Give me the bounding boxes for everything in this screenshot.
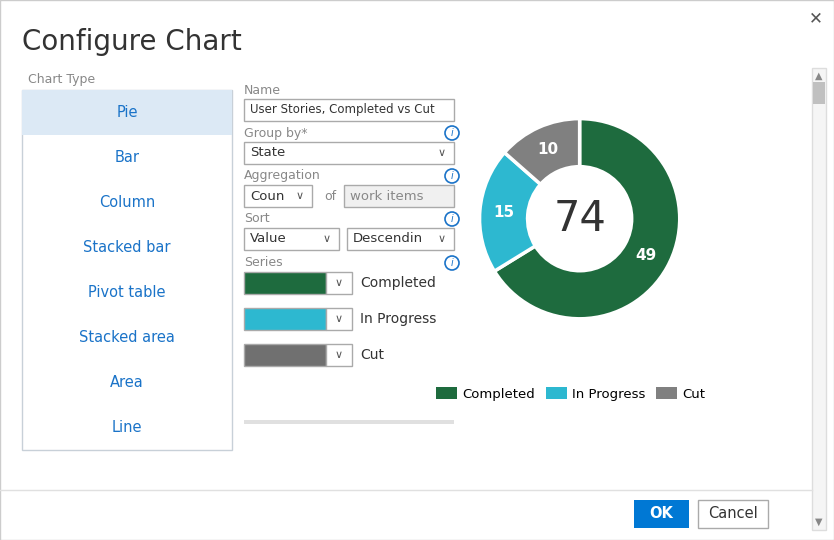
Text: Column: Column xyxy=(99,195,155,210)
Text: 49: 49 xyxy=(636,248,656,264)
Text: 74: 74 xyxy=(553,198,606,240)
Text: Value: Value xyxy=(250,233,287,246)
Text: 15: 15 xyxy=(493,205,515,220)
Text: Bar: Bar xyxy=(114,150,139,165)
Legend: Completed, In Progress, Cut: Completed, In Progress, Cut xyxy=(436,388,706,401)
Text: Aggregation: Aggregation xyxy=(244,170,321,183)
Circle shape xyxy=(445,212,459,226)
Text: ∨: ∨ xyxy=(335,278,343,288)
Text: Sort: Sort xyxy=(244,213,269,226)
Text: Stacked area: Stacked area xyxy=(79,330,175,345)
Bar xyxy=(347,228,454,250)
Text: Pivot table: Pivot table xyxy=(88,285,166,300)
Text: Name: Name xyxy=(244,84,281,97)
Bar xyxy=(244,272,326,294)
Text: ∨: ∨ xyxy=(323,234,331,244)
Bar xyxy=(244,142,454,164)
Text: Stacked bar: Stacked bar xyxy=(83,240,171,255)
Text: ∨: ∨ xyxy=(335,350,343,360)
Bar xyxy=(244,420,454,424)
Text: Descendin: Descendin xyxy=(353,233,423,246)
Text: Chart Type: Chart Type xyxy=(28,73,95,86)
Text: Group by*: Group by* xyxy=(244,126,308,139)
Text: of: of xyxy=(324,190,336,202)
Circle shape xyxy=(445,169,459,183)
Text: i: i xyxy=(450,258,454,268)
Bar xyxy=(634,500,689,528)
Bar xyxy=(698,500,768,528)
Bar xyxy=(244,185,312,207)
Bar xyxy=(244,308,326,330)
Bar xyxy=(812,68,826,530)
Text: ∨: ∨ xyxy=(438,148,446,158)
Circle shape xyxy=(445,256,459,270)
Text: Area: Area xyxy=(110,375,144,390)
Text: Line: Line xyxy=(112,420,143,435)
Wedge shape xyxy=(495,119,680,319)
Bar xyxy=(22,90,232,450)
Text: ▼: ▼ xyxy=(816,517,823,527)
Text: In Progress: In Progress xyxy=(360,312,436,326)
Text: OK: OK xyxy=(649,507,673,522)
Text: ▲: ▲ xyxy=(816,71,823,81)
Text: Coun: Coun xyxy=(250,190,284,202)
Bar xyxy=(22,90,232,135)
Text: Cut: Cut xyxy=(360,348,384,362)
Text: ∨: ∨ xyxy=(438,234,446,244)
Text: Series: Series xyxy=(244,256,283,269)
Text: ∨: ∨ xyxy=(335,314,343,324)
Wedge shape xyxy=(505,119,580,184)
Bar xyxy=(244,99,454,121)
Bar xyxy=(326,272,352,294)
Bar xyxy=(326,308,352,330)
Text: work items: work items xyxy=(350,190,424,202)
Text: Cancel: Cancel xyxy=(708,507,758,522)
Text: i: i xyxy=(450,214,454,224)
Text: i: i xyxy=(450,171,454,181)
Bar xyxy=(344,185,454,207)
Text: ∨: ∨ xyxy=(296,191,304,201)
Text: Pie: Pie xyxy=(116,105,138,120)
Text: Configure Chart: Configure Chart xyxy=(22,28,242,56)
Circle shape xyxy=(445,126,459,140)
Text: 10: 10 xyxy=(538,142,559,157)
Text: User Stories, Completed vs Cut: User Stories, Completed vs Cut xyxy=(250,104,435,117)
Text: Completed: Completed xyxy=(360,276,436,290)
Bar xyxy=(326,344,352,366)
Bar xyxy=(244,228,339,250)
Bar xyxy=(813,82,825,104)
Wedge shape xyxy=(480,153,540,271)
Text: ✕: ✕ xyxy=(809,9,823,27)
Bar xyxy=(244,344,326,366)
Text: i: i xyxy=(450,128,454,138)
Text: State: State xyxy=(250,146,285,159)
